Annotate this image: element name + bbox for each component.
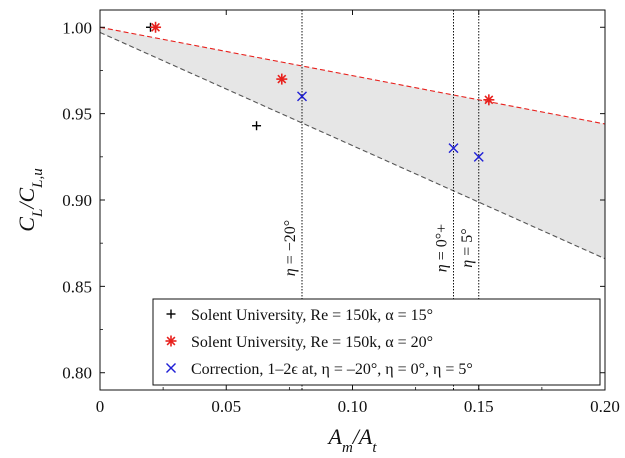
y-tick-label-5: 1.00 <box>62 18 92 37</box>
trend-lines <box>100 26 605 260</box>
legend-entry-1: Solent University, Re = 150k, α = 15° <box>191 307 433 324</box>
x-tick-label-1: 0 <box>96 397 105 416</box>
point-s2-1 <box>150 21 162 33</box>
y-tick-label-2: 0.85 <box>62 277 92 296</box>
legend-entry-2: Solent University, Re = 150k, α = 20° <box>191 334 433 351</box>
x-tick-label-3: 0.10 <box>338 397 368 416</box>
point-s3-2 <box>448 143 459 154</box>
x-tick-label-2: 0.05 <box>211 397 241 416</box>
x-tick-label-4: 0.15 <box>464 397 494 416</box>
axes: 0 0.05 0.10 0.15 0.20 0.80 0.85 0.90 0.95 1.00 Am/… <box>14 9 620 456</box>
y-tick-label-4: 0.95 <box>62 105 92 124</box>
legend-marker-1 <box>166 309 176 319</box>
legend-label-3: Correction, 1–2ϵ at, η = –20°, η = 0°, η… <box>191 361 473 378</box>
vertical-line-label-1: η = −20° <box>282 220 299 276</box>
point-s2-3 <box>483 94 495 106</box>
legend-label-2: Solent University, Re = 150k, α = 20° <box>191 334 433 351</box>
legend-entry-3: Correction, 1–2ϵ at, η = –20°, η = 0°, η… <box>191 361 473 378</box>
x-tick-label-5: 0.20 <box>590 397 620 416</box>
x-axis-label: Am/At <box>326 424 377 456</box>
legend-label-1: Solent University, Re = 150k, α = 15° <box>191 307 433 324</box>
trend-line-2 <box>100 31 605 260</box>
vertical-line-label-2: η = 0°+ <box>434 224 451 272</box>
vertical-line-label-3: η = 5° <box>459 228 476 267</box>
y-axis-label: CL/CL,u <box>14 168 46 231</box>
shaded-region <box>100 27 605 259</box>
data-points <box>146 21 495 162</box>
y-tick-label-1: 0.80 <box>62 364 92 383</box>
legend-box <box>152 298 601 386</box>
point-s3-3 <box>473 151 484 162</box>
trend-line-1 <box>100 26 605 125</box>
point-s1-2 <box>252 121 262 131</box>
legend-marker-2 <box>165 335 177 347</box>
point-s3-1 <box>297 91 307 102</box>
legend-marker-3 <box>166 363 176 373</box>
y-tick-label-3: 0.90 <box>62 191 92 210</box>
shaded-band <box>100 27 605 259</box>
legend: Solent University, Re = 150k, α = 15° Sol… <box>152 298 601 386</box>
point-s2-2 <box>276 73 288 85</box>
vertical-lines: η = −20° η = 0°+ η = 5° <box>282 10 480 390</box>
